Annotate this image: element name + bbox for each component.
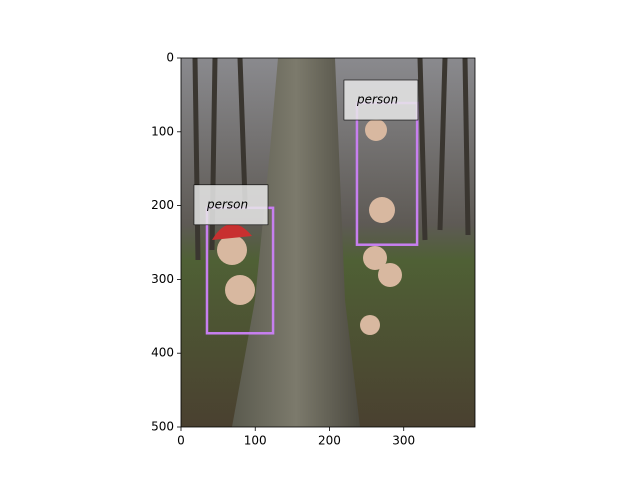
box-label: person [206,197,248,211]
x-tick-label: 200 [318,434,341,448]
x-tick-label: 100 [244,434,267,448]
box-label: person [356,93,398,107]
axes-frame [180,57,476,428]
x-tick-label: 300 [392,434,415,448]
photo [181,58,475,427]
y-tick-label: 400 [151,346,174,360]
label-background [193,184,269,226]
y-tick-label: 300 [151,272,174,286]
y-tick-label: 0 [166,51,174,65]
label-background [343,79,419,121]
x-tick-label: 0 [177,434,185,448]
y-tick-label: 100 [151,124,174,138]
y-tick-label: 200 [151,198,174,212]
y-tick-label: 500 [151,420,174,434]
